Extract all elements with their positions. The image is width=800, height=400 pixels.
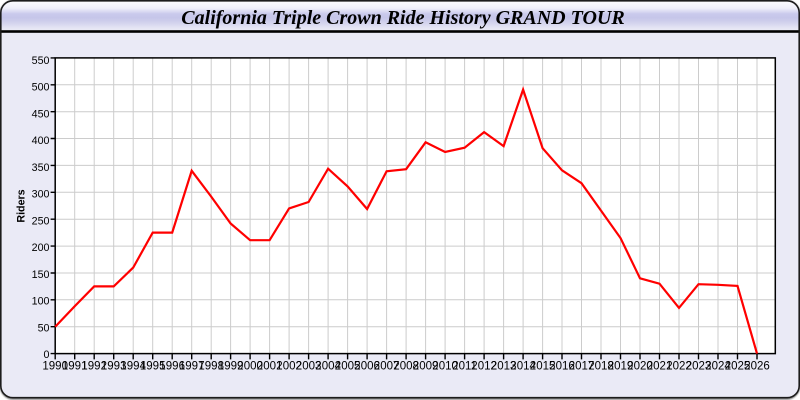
svg-text:2014: 2014 <box>510 361 536 373</box>
svg-text:1994: 1994 <box>120 361 146 373</box>
svg-text:2006: 2006 <box>354 361 380 373</box>
svg-text:California Triple Crown Ride H: California Triple Crown Ride History GRA… <box>181 7 624 29</box>
svg-text:350: 350 <box>32 162 50 174</box>
svg-text:2013: 2013 <box>491 361 517 373</box>
svg-text:Riders: Riders <box>16 189 28 222</box>
svg-text:1992: 1992 <box>81 361 107 373</box>
svg-text:2000: 2000 <box>237 361 263 373</box>
svg-text:150: 150 <box>32 269 50 281</box>
svg-text:1996: 1996 <box>159 361 185 373</box>
svg-text:1993: 1993 <box>101 361 127 373</box>
svg-text:2007: 2007 <box>374 361 400 373</box>
svg-text:1998: 1998 <box>198 361 224 373</box>
svg-text:1999: 1999 <box>218 361 244 373</box>
svg-text:400: 400 <box>32 135 50 147</box>
svg-text:2018: 2018 <box>588 361 614 373</box>
svg-text:2009: 2009 <box>413 361 439 373</box>
svg-text:2023: 2023 <box>686 361 712 373</box>
svg-text:1991: 1991 <box>62 361 88 373</box>
svg-text:1990: 1990 <box>42 361 68 373</box>
svg-text:2003: 2003 <box>296 361 322 373</box>
svg-text:100: 100 <box>32 296 50 308</box>
svg-text:2002: 2002 <box>276 361 302 373</box>
svg-text:50: 50 <box>38 322 50 334</box>
svg-text:2005: 2005 <box>335 361 361 373</box>
svg-text:2008: 2008 <box>393 361 419 373</box>
svg-text:550: 550 <box>32 55 50 67</box>
svg-text:2025: 2025 <box>725 361 751 373</box>
svg-text:2021: 2021 <box>647 361 673 373</box>
svg-text:1997: 1997 <box>179 361 205 373</box>
svg-text:2024: 2024 <box>705 361 731 373</box>
svg-text:2004: 2004 <box>315 361 341 373</box>
svg-text:2019: 2019 <box>608 361 634 373</box>
svg-text:2001: 2001 <box>257 361 283 373</box>
svg-text:450: 450 <box>32 108 50 120</box>
svg-text:1995: 1995 <box>140 361 166 373</box>
svg-text:2011: 2011 <box>452 361 477 373</box>
svg-text:500: 500 <box>32 82 50 94</box>
svg-text:2016: 2016 <box>549 361 575 373</box>
svg-text:2012: 2012 <box>471 361 497 373</box>
svg-text:2026: 2026 <box>744 361 770 373</box>
svg-text:2022: 2022 <box>666 361 692 373</box>
svg-text:0: 0 <box>44 349 50 361</box>
svg-text:2010: 2010 <box>432 361 458 373</box>
svg-text:2017: 2017 <box>569 361 595 373</box>
svg-text:250: 250 <box>32 215 50 227</box>
svg-text:2020: 2020 <box>627 361 653 373</box>
svg-text:200: 200 <box>32 242 50 254</box>
svg-text:300: 300 <box>32 189 50 201</box>
svg-text:2015: 2015 <box>530 361 556 373</box>
